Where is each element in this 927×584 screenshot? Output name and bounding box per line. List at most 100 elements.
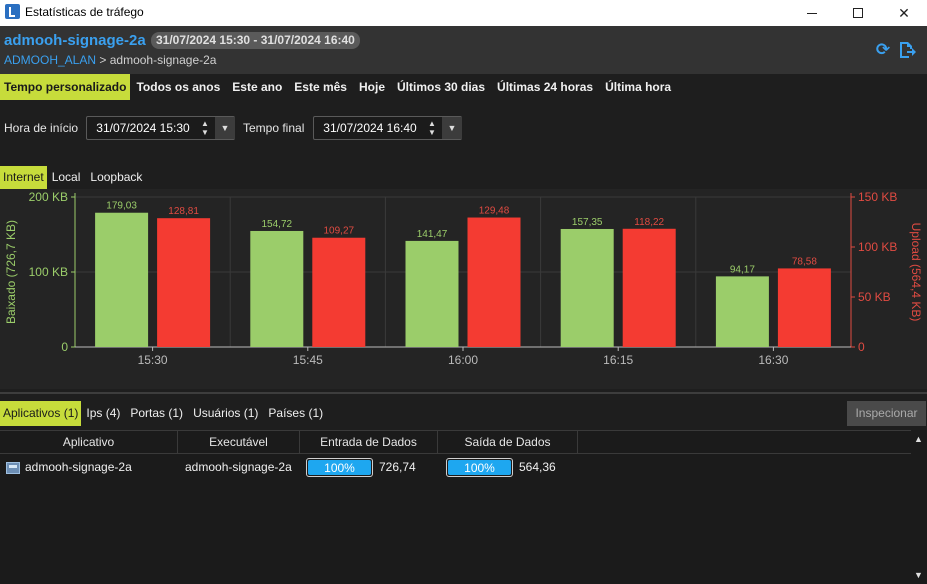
network-tabs: Internet Local Loopback: [0, 166, 147, 189]
tab-ports[interactable]: Portas (1): [130, 406, 184, 420]
executable-name: admooh-signage-2a: [185, 460, 292, 474]
tab-this-month[interactable]: Este mês: [294, 80, 347, 94]
inspect-button[interactable]: Inspecionar: [847, 401, 926, 426]
end-time-value[interactable]: 31/07/2024 16:40: [323, 121, 417, 135]
bar-data-label-uploaded: 129,48: [479, 206, 510, 217]
tab-countries[interactable]: Países (1): [268, 406, 324, 420]
start-time-spinner-icon[interactable]: ▲ ▼: [201, 119, 209, 137]
panel-divider[interactable]: [0, 392, 927, 394]
x-axis-tick-label: 16:15: [603, 353, 633, 367]
data-in-progress-bar: 100%: [306, 458, 373, 477]
maximize-icon: [853, 8, 863, 18]
bar-downloaded: [560, 228, 614, 347]
bar-downloaded: [715, 276, 769, 347]
time-range-badge: 31/07/2024 15:30 - 31/07/2024 16:40: [151, 32, 360, 49]
tab-users[interactable]: Usuários (1): [193, 406, 259, 420]
tab-last-hour[interactable]: Última hora: [605, 80, 672, 94]
tab-this-year[interactable]: Este ano: [232, 80, 283, 94]
export-icon[interactable]: [898, 41, 916, 59]
traffic-chart: 0 100 KB 200 KB 0 50 KB 100 KB 150 KB Baixado (…: [0, 189, 927, 389]
minimize-button[interactable]: [789, 0, 835, 26]
data-out-value: 564,36: [519, 460, 556, 474]
start-time-dropdown-icon[interactable]: ▼: [215, 117, 235, 139]
window-title-bar: Estatísticas de tráfego ✕: [0, 0, 927, 26]
x-axis-tick-label: 15:30: [138, 353, 168, 367]
bar-data-label-downloaded: 141,47: [417, 229, 448, 240]
bar-uploaded: [467, 217, 521, 347]
bar-uploaded: [157, 218, 211, 347]
page-title: admooh-signage-2a: [4, 32, 146, 49]
start-time-label: Hora de início: [4, 121, 79, 135]
right-axis-title: Upload (564,4 KB): [909, 223, 923, 322]
tab-loopback[interactable]: Loopback: [90, 170, 143, 184]
x-axis-tick-label: 16:00: [448, 353, 478, 367]
maximize-button[interactable]: [835, 0, 881, 26]
applications-table: Aplicativo Executável Entrada de Dados S…: [0, 430, 911, 584]
refresh-icon[interactable]: ⟳: [875, 40, 891, 59]
application-name: admooh-signage-2a: [25, 460, 132, 474]
bar-data-label-downloaded: 154,72: [262, 219, 293, 230]
end-time-picker[interactable]: 31/07/2024 16:40 ▲ ▼ ▼: [313, 116, 462, 140]
data-out-percent: 100%: [464, 461, 495, 475]
end-time-label: Tempo final: [243, 121, 305, 135]
bar-data-label-downloaded: 157,35: [572, 217, 603, 228]
time-range-row: Hora de início 31/07/2024 15:30 ▲ ▼ ▼ Tem…: [0, 116, 927, 140]
bar-downloaded: [405, 240, 459, 347]
right-axis-tick-label: 150 KB: [858, 190, 897, 204]
traffic-chart-svg: 0 100 KB 200 KB 0 50 KB 100 KB 150 KB Baixado (…: [4, 190, 923, 367]
right-axis-tick-label: 50 KB: [858, 290, 891, 304]
end-time-spinner-icon[interactable]: ▲ ▼: [428, 119, 436, 137]
scroll-down-icon[interactable]: ▼: [914, 570, 923, 580]
x-axis-tick-label: 15:45: [293, 353, 323, 367]
tab-custom-time[interactable]: Tempo personalizado: [0, 74, 131, 100]
data-out-progress-fill: [448, 460, 511, 475]
breadcrumb-separator: >: [96, 53, 110, 67]
bar-downloaded: [95, 212, 149, 347]
start-time-picker[interactable]: 31/07/2024 15:30 ▲ ▼ ▼: [86, 116, 235, 140]
column-header-application[interactable]: Aplicativo: [0, 431, 178, 454]
left-axis-title: Baixado (726,7 KB): [4, 220, 18, 324]
left-axis-tick-label: 100 KB: [29, 265, 68, 279]
right-axis-tick-label: 0: [858, 340, 865, 354]
right-axis-tick-label: 100 KB: [858, 240, 897, 254]
window-title: Estatísticas de tráfego: [25, 5, 144, 19]
tab-internet[interactable]: Internet: [0, 166, 47, 189]
close-button[interactable]: ✕: [898, 4, 910, 21]
tab-today[interactable]: Hoje: [358, 80, 385, 94]
bar-uploaded: [622, 228, 676, 347]
bar-data-label-uploaded: 109,27: [324, 226, 355, 237]
bar-data-label-uploaded: 128,81: [168, 206, 199, 217]
app-logo-icon: [5, 4, 20, 19]
period-tabs: Tempo personalizado Todos os anos Este a…: [0, 74, 677, 100]
bar-data-label-downloaded: 179,03: [106, 201, 137, 212]
bar-downloaded: [250, 230, 304, 347]
bar-uploaded: [777, 268, 831, 347]
data-in-progress-fill: [308, 460, 371, 475]
breadcrumb-current: admooh-signage-2a: [109, 53, 217, 67]
table-row[interactable]: admooh-signage-2a admooh-signage-2a 100%…: [0, 456, 911, 480]
table-scrollbar[interactable]: ▲ ▼: [911, 430, 927, 584]
x-axis-tick-label: 16:30: [758, 353, 788, 367]
scroll-up-icon[interactable]: ▲: [914, 434, 923, 444]
column-header-data-out[interactable]: Saída de Dados: [438, 431, 578, 454]
table-header: Aplicativo Executável Entrada de Dados S…: [0, 430, 911, 454]
breadcrumb-link[interactable]: ADMOOH_ALAN: [4, 53, 97, 67]
tab-last-24-hours[interactable]: Últimas 24 horas: [497, 80, 594, 94]
tab-last-30-days[interactable]: Últimos 30 dias: [397, 80, 486, 94]
left-axis-tick-label: 0: [61, 340, 68, 354]
left-axis-tick-label: 200 KB: [29, 190, 68, 204]
column-header-data-in[interactable]: Entrada de Dados: [300, 431, 438, 454]
bar-uploaded: [312, 237, 366, 347]
start-time-value[interactable]: 31/07/2024 15:30: [96, 121, 190, 135]
end-time-dropdown-icon[interactable]: ▼: [442, 117, 462, 139]
tab-local[interactable]: Local: [51, 170, 81, 184]
tab-all-years[interactable]: Todos os anos: [136, 80, 221, 94]
tab-ips[interactable]: Ips (4): [86, 406, 121, 420]
data-in-value: 726,74: [379, 460, 416, 474]
bar-data-label-downloaded: 94,17: [730, 264, 755, 275]
bar-data-label-uploaded: 78,58: [792, 256, 817, 267]
tab-applications[interactable]: Aplicativos (1): [0, 401, 82, 426]
data-out-progress-bar: 100%: [446, 458, 513, 477]
column-header-executable[interactable]: Executável: [178, 431, 300, 454]
data-in-percent: 100%: [324, 461, 355, 475]
